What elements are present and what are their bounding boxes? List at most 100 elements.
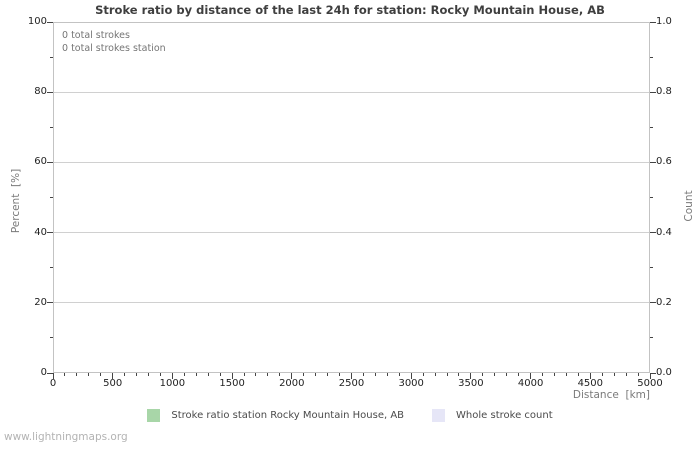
y-tick-left xyxy=(47,21,53,23)
y-tick-left xyxy=(47,372,53,374)
x-tick xyxy=(458,373,460,376)
x-tick xyxy=(351,373,352,379)
y-tick-left xyxy=(47,91,53,93)
y-tick-right xyxy=(650,232,656,234)
x-tick xyxy=(195,373,197,376)
x-tick xyxy=(542,373,544,376)
annotation-total-strokes-station: 0 total strokes station xyxy=(62,43,166,54)
x-tick-label: 3000 xyxy=(398,378,424,389)
x-tick xyxy=(362,373,364,376)
gridline xyxy=(54,161,649,163)
y-tick-left xyxy=(50,197,53,198)
x-tick xyxy=(374,373,376,376)
y-tick-label-left: 80 xyxy=(34,86,47,98)
y-tick-label-left: 60 xyxy=(34,156,47,168)
legend-label: Stroke ratio station Rocky Mountain Hous… xyxy=(171,410,405,421)
x-tick xyxy=(494,373,496,376)
x-tick xyxy=(52,373,54,379)
x-tick xyxy=(255,373,257,376)
y-tick-right xyxy=(650,161,656,163)
x-tick-label: 2000 xyxy=(279,378,305,389)
x-tick xyxy=(159,373,161,376)
x-tick xyxy=(601,373,603,376)
x-tick xyxy=(267,373,269,376)
x-tick xyxy=(553,373,555,376)
y-tick-left xyxy=(47,161,53,163)
legend-swatch xyxy=(147,409,161,422)
x-tick xyxy=(506,373,508,376)
y-axis-label-left: Percent [%] xyxy=(10,168,22,234)
x-tick xyxy=(339,373,341,376)
y-tick-label-right: 0.2 xyxy=(656,296,672,308)
x-tick xyxy=(398,373,400,376)
x-tick xyxy=(112,373,114,379)
legend: Stroke ratio station Rocky Mountain Hous… xyxy=(0,409,700,422)
x-tick xyxy=(291,373,293,379)
y-tick-left xyxy=(50,267,53,269)
legend-item-0: Stroke ratio station Rocky Mountain Hous… xyxy=(147,409,404,422)
watermark: www.lightningmaps.org xyxy=(4,431,128,443)
y-tick-left xyxy=(50,337,53,339)
x-tick xyxy=(434,373,436,376)
y-tick-right xyxy=(650,21,656,23)
x-tick xyxy=(148,373,150,376)
annotation-total-strokes: 0 total strokes xyxy=(62,30,130,41)
x-tick xyxy=(136,373,138,376)
x-tick xyxy=(64,373,66,376)
x-axis-label: Distance [km] xyxy=(572,389,650,401)
legend-swatch xyxy=(432,409,446,422)
x-tick xyxy=(446,373,448,376)
y-tick-left xyxy=(50,126,53,128)
y-tick-right xyxy=(650,126,653,128)
x-tick xyxy=(649,373,651,379)
y-tick-right xyxy=(650,372,656,374)
gridline xyxy=(54,91,649,93)
x-tick-label: 1500 xyxy=(219,378,245,389)
x-tick-label: 0 xyxy=(49,378,57,389)
y-tick-label-right: 0.8 xyxy=(656,86,672,98)
x-tick xyxy=(183,373,185,376)
legend-label: Whole stroke count xyxy=(456,410,553,421)
x-tick xyxy=(422,373,424,376)
y-tick-label-left: 0 xyxy=(40,367,47,378)
x-tick xyxy=(100,373,102,376)
gridline xyxy=(54,232,649,234)
y-tick-label-left: 40 xyxy=(34,226,47,238)
x-tick xyxy=(410,373,412,379)
x-tick xyxy=(518,373,520,376)
x-tick xyxy=(386,373,388,376)
x-tick-label: 4000 xyxy=(517,378,544,389)
x-tick xyxy=(219,373,221,376)
y-tick-left xyxy=(47,232,53,234)
x-tick xyxy=(565,373,567,376)
legend-item-1: Whole stroke count xyxy=(432,409,553,422)
x-tick-label: 2500 xyxy=(338,378,365,389)
y-axis-label-right: Count xyxy=(683,190,695,222)
x-tick-label: 3500 xyxy=(458,378,484,389)
gridline xyxy=(54,302,649,304)
x-tick xyxy=(303,373,305,376)
x-tick xyxy=(279,373,281,376)
x-tick-label: 5000 xyxy=(637,378,663,389)
x-tick xyxy=(243,373,245,376)
x-tick xyxy=(327,373,329,376)
y-tick-label-right: 1.0 xyxy=(656,16,672,27)
x-tick xyxy=(589,373,591,379)
y-tick-label-left: 20 xyxy=(34,296,47,308)
y-tick-label-right: 0.4 xyxy=(656,226,672,238)
y-tick-right xyxy=(650,337,653,339)
y-tick-right xyxy=(650,267,653,269)
x-tick-label: 500 xyxy=(103,378,123,389)
y-tick-right xyxy=(650,197,653,198)
x-tick xyxy=(530,373,532,379)
y-tick-left xyxy=(50,56,53,58)
y-tick-left xyxy=(47,302,53,304)
x-tick-label: 4500 xyxy=(577,378,604,389)
chart-title: Stroke ratio by distance of the last 24h… xyxy=(95,3,605,17)
x-tick xyxy=(482,373,484,376)
y-tick-right xyxy=(650,302,656,304)
x-tick xyxy=(625,373,627,376)
x-tick xyxy=(613,373,615,376)
y-tick-label-right: 0.0 xyxy=(656,367,672,378)
